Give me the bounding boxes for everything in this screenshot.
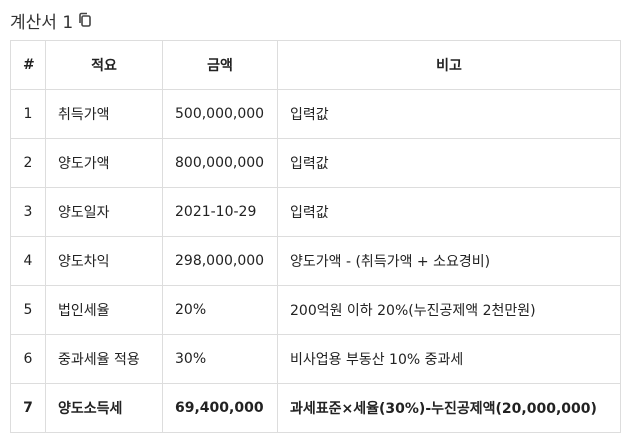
row-number: 3 [10,187,46,237]
calculation-table: # 적요 금액 비고 1 취득가액 500,000,000 입력값 2 양도가액… [10,40,621,433]
row-note: 입력값 [277,187,621,237]
row-item: 양도일자 [45,187,163,237]
row-note: 입력값 [277,138,621,188]
row-amount: 69,400,000 [162,383,278,433]
row-item: 법인세율 [45,285,163,335]
row-note: 비사업용 부동산 10% 중과세 [277,334,621,384]
section-title: 계산서 1 [10,6,93,34]
row-amount: 298,000,000 [162,236,278,286]
copy-icon[interactable] [77,12,93,28]
header-note: 비고 [277,40,621,90]
header-item: 적요 [45,40,163,90]
table-row: 6 중과세율 적용 30% 비사업용 부동산 10% 중과세 [10,334,621,384]
row-number: 4 [10,236,46,286]
row-item: 양도가액 [45,138,163,188]
row-amount: 20% [162,285,278,335]
table-row: 2 양도가액 800,000,000 입력값 [10,138,621,188]
row-item: 중과세율 적용 [45,334,163,384]
table-row: 3 양도일자 2021-10-29 입력값 [10,187,621,237]
row-number: 1 [10,89,46,139]
table-row: 4 양도차익 298,000,000 양도가액 - (취득가액 + 소요경비) [10,236,621,286]
row-item: 취득가액 [45,89,163,139]
row-item: 양도소득세 [45,383,163,433]
row-amount: 500,000,000 [162,89,278,139]
table-row: 1 취득가액 500,000,000 입력값 [10,89,621,139]
row-item: 양도차익 [45,236,163,286]
row-note: 양도가액 - (취득가액 + 소요경비) [277,236,621,286]
row-amount: 2021-10-29 [162,187,278,237]
header-amount: 금액 [162,40,278,90]
row-note: 200억원 이하 20%(누진공제액 2천만원) [277,285,621,335]
row-note: 입력값 [277,89,621,139]
table-row: 5 법인세율 20% 200억원 이하 20%(누진공제액 2천만원) [10,285,621,335]
row-number: 6 [10,334,46,384]
table-header-row: # 적요 금액 비고 [10,40,621,90]
row-amount: 30% [162,334,278,384]
row-number: 7 [10,383,46,433]
row-number: 5 [10,285,46,335]
table-row-total: 7 양도소득세 69,400,000 과세표준×세율(30%)-누진공제액(20… [10,383,621,433]
header-number: # [10,40,46,90]
row-amount: 800,000,000 [162,138,278,188]
section-title-text: 계산서 1 [10,12,74,33]
row-number: 2 [10,138,46,188]
row-note: 과세표준×세율(30%)-누진공제액(20,000,000) [277,383,621,433]
